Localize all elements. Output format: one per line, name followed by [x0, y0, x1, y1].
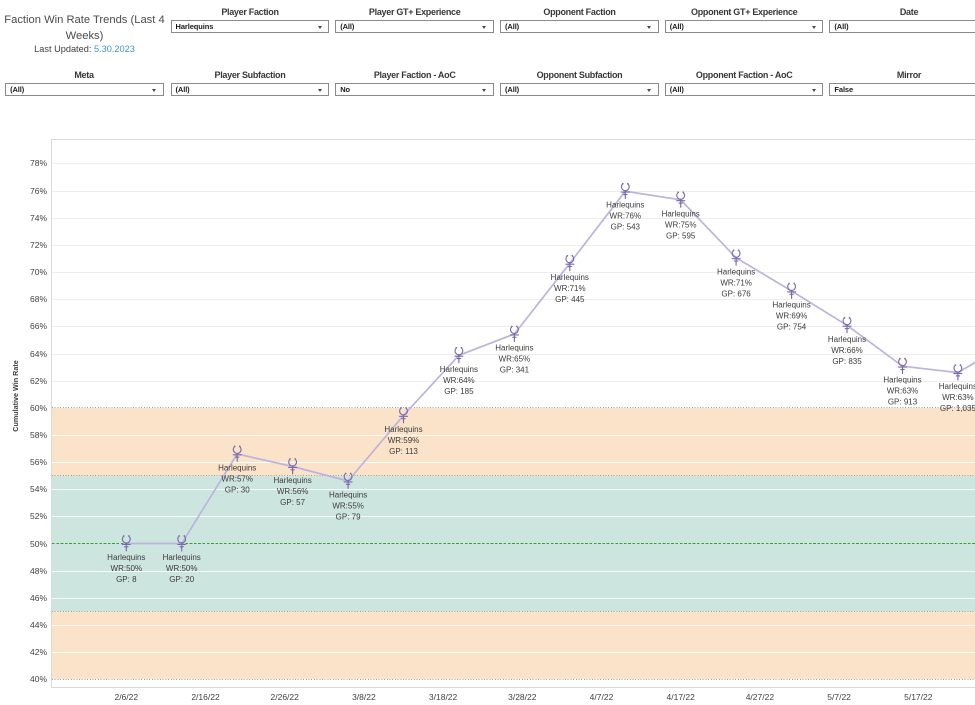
svg-text:Harlequins: Harlequins: [273, 476, 311, 485]
svg-text:Harlequins: Harlequins: [606, 201, 644, 210]
svg-text:WR:56%: WR:56%: [277, 487, 309, 496]
svg-text:WR:50%: WR:50%: [111, 564, 143, 573]
svg-text:WR:71%: WR:71%: [720, 278, 752, 287]
svg-text:Harlequins: Harlequins: [440, 365, 478, 374]
svg-text:GP: 341: GP: 341: [500, 366, 530, 375]
svg-text:WR:76%: WR:76%: [610, 212, 642, 221]
svg-text:Harlequins: Harlequins: [329, 491, 367, 500]
svg-text:WR:57%: WR:57%: [221, 474, 253, 483]
svg-text:WR:66%: WR:66%: [831, 346, 863, 355]
svg-text:WR:64%: WR:64%: [443, 376, 475, 385]
svg-text:GP: 185: GP: 185: [444, 387, 474, 396]
svg-text:Harlequins: Harlequins: [883, 376, 921, 385]
svg-text:GP: 543: GP: 543: [611, 223, 641, 232]
svg-text:GP: 30: GP: 30: [225, 485, 250, 494]
svg-text:WR:75%: WR:75%: [665, 220, 697, 229]
svg-text:Harlequins: Harlequins: [107, 553, 145, 562]
svg-text:Harlequins: Harlequins: [495, 344, 533, 353]
svg-text:GP: 445: GP: 445: [555, 295, 585, 304]
svg-text:GP: 113: GP: 113: [389, 447, 418, 456]
svg-text:GP: 1,035: GP: 1,035: [940, 404, 975, 413]
svg-text:WR:59%: WR:59%: [388, 436, 420, 445]
svg-text:WR:69%: WR:69%: [776, 312, 808, 321]
svg-text:GP: 676: GP: 676: [721, 289, 751, 298]
svg-text:Harlequins: Harlequins: [163, 553, 201, 562]
svg-text:GP: 57: GP: 57: [280, 498, 305, 507]
svg-text:Harlequins: Harlequins: [772, 301, 810, 310]
svg-text:Harlequins: Harlequins: [662, 209, 700, 218]
svg-text:GP: 835: GP: 835: [832, 357, 862, 366]
svg-text:GP: 595: GP: 595: [666, 231, 696, 240]
svg-text:Harlequins: Harlequins: [828, 335, 866, 344]
svg-text:GP: 79: GP: 79: [336, 513, 361, 522]
svg-text:Harlequins: Harlequins: [939, 382, 975, 391]
svg-text:WR:71%: WR:71%: [554, 284, 586, 293]
svg-text:GP: 913: GP: 913: [888, 398, 918, 407]
svg-text:WR:63%: WR:63%: [887, 387, 919, 396]
svg-text:Harlequins: Harlequins: [384, 425, 422, 434]
svg-text:GP: 20: GP: 20: [169, 575, 194, 584]
svg-text:WR:50%: WR:50%: [166, 564, 198, 573]
svg-text:Harlequins: Harlequins: [717, 267, 755, 276]
svg-text:Harlequins: Harlequins: [218, 463, 256, 472]
svg-text:WR:55%: WR:55%: [332, 502, 364, 511]
svg-text:Harlequins: Harlequins: [551, 273, 589, 282]
svg-text:GP: 8: GP: 8: [116, 575, 137, 584]
svg-text:GP: 754: GP: 754: [777, 323, 807, 332]
svg-text:WR:65%: WR:65%: [499, 355, 531, 364]
svg-text:WR:63%: WR:63%: [942, 393, 974, 402]
